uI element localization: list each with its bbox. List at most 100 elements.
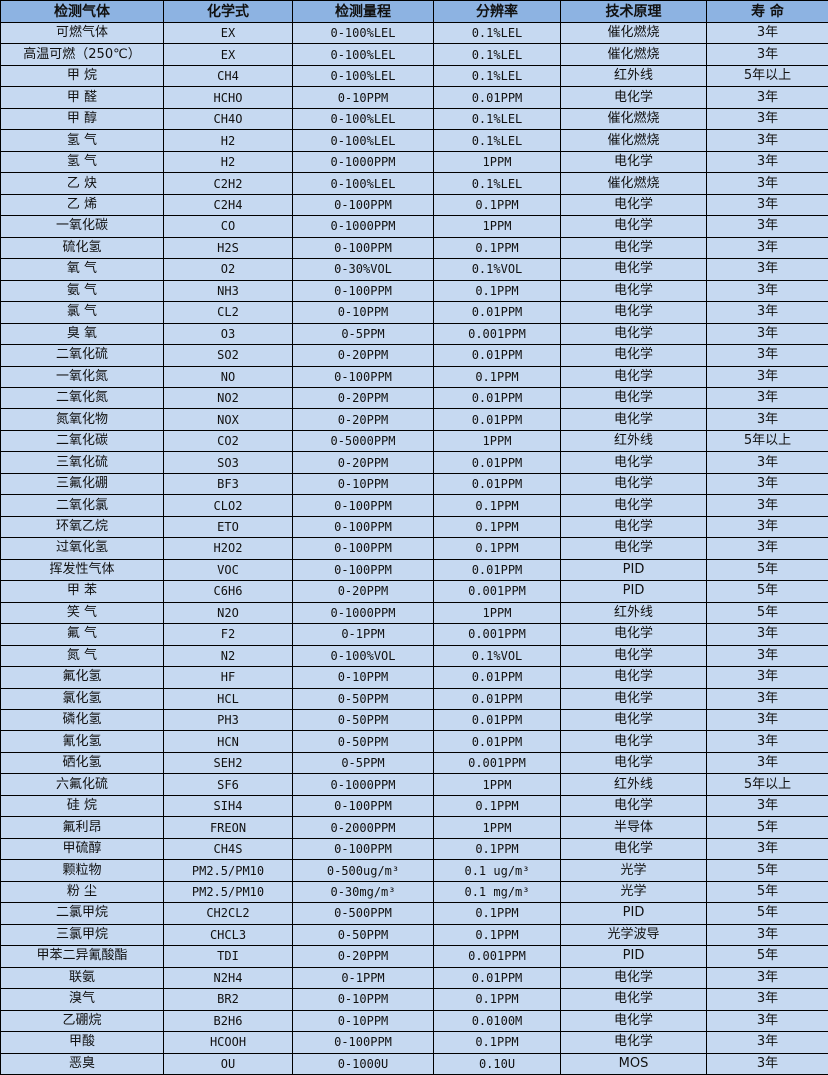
principle-cell: 电化学 — [561, 452, 707, 473]
range-cell: 0-1PPM — [293, 967, 434, 988]
gas-cell: 溴气 — [1, 989, 164, 1010]
principle-cell: 电化学 — [561, 302, 707, 323]
gas-cell: 一氧化碳 — [1, 216, 164, 237]
formula-cell: SF6 — [164, 774, 293, 795]
resolution-cell: 0.1%VOL — [434, 259, 561, 280]
resolution-cell: 0.001PPM — [434, 581, 561, 602]
lifetime-cell: 3年 — [707, 409, 828, 430]
gas-cell: 颗粒物 — [1, 860, 164, 881]
range-cell: 0-100%LEL — [293, 44, 434, 65]
lifetime-cell: 3年 — [707, 23, 828, 44]
principle-cell: 催化燃烧 — [561, 44, 707, 65]
header-formula: 化学式 — [164, 1, 293, 23]
lifetime-cell: 3年 — [707, 752, 828, 773]
range-cell: 0-100%LEL — [293, 173, 434, 194]
resolution-cell: 0.1PPM — [434, 924, 561, 945]
resolution-cell: 0.01PPM — [434, 452, 561, 473]
range-cell: 0-50PPM — [293, 731, 434, 752]
principle-cell: 光学波导 — [561, 924, 707, 945]
range-cell: 0-5000PPM — [293, 430, 434, 451]
lifetime-cell: 3年 — [707, 473, 828, 494]
range-cell: 0-5PPM — [293, 752, 434, 773]
gas-cell: 氨 气 — [1, 280, 164, 301]
resolution-cell: 0.01PPM — [434, 473, 561, 494]
range-cell: 0-20PPM — [293, 946, 434, 967]
resolution-cell: 0.1PPM — [434, 795, 561, 816]
range-cell: 0-1000PPM — [293, 151, 434, 172]
header-range: 检测量程 — [293, 1, 434, 23]
principle-cell: 电化学 — [561, 366, 707, 387]
formula-cell: SIH4 — [164, 795, 293, 816]
gas-cell: 高温可燃（250℃） — [1, 44, 164, 65]
principle-cell: 电化学 — [561, 280, 707, 301]
gas-cell: 二氯甲烷 — [1, 903, 164, 924]
resolution-cell: 0.1PPM — [434, 495, 561, 516]
resolution-cell: 0.1%LEL — [434, 65, 561, 86]
formula-cell: B2H6 — [164, 1010, 293, 1031]
gas-cell: 一氧化氮 — [1, 366, 164, 387]
principle-cell: 电化学 — [561, 710, 707, 731]
lifetime-cell: 3年 — [707, 516, 828, 537]
resolution-cell: 0.001PPM — [434, 323, 561, 344]
header-gas: 检测气体 — [1, 1, 164, 23]
lifetime-cell: 3年 — [707, 194, 828, 215]
principle-cell: 电化学 — [561, 731, 707, 752]
lifetime-cell: 5年 — [707, 602, 828, 623]
formula-cell: HCOOH — [164, 1032, 293, 1053]
formula-cell: NOX — [164, 409, 293, 430]
formula-cell: SEH2 — [164, 752, 293, 773]
formula-cell: O3 — [164, 323, 293, 344]
lifetime-cell: 3年 — [707, 967, 828, 988]
gas-cell: 乙 炔 — [1, 173, 164, 194]
principle-cell: 电化学 — [561, 323, 707, 344]
range-cell: 0-100PPM — [293, 280, 434, 301]
gas-cell: 氰化氢 — [1, 731, 164, 752]
range-cell: 0-100PPM — [293, 1032, 434, 1053]
formula-cell: C6H6 — [164, 581, 293, 602]
formula-cell: TDI — [164, 946, 293, 967]
resolution-cell: 0.1 ug/m³ — [434, 860, 561, 881]
gas-cell: 三氧化硫 — [1, 452, 164, 473]
lifetime-cell: 3年 — [707, 345, 828, 366]
principle-cell: 电化学 — [561, 645, 707, 666]
lifetime-cell: 3年 — [707, 710, 828, 731]
principle-cell: 电化学 — [561, 667, 707, 688]
lifetime-cell: 3年 — [707, 1010, 828, 1031]
resolution-cell: 0.10U — [434, 1053, 561, 1074]
resolution-cell: 1PPM — [434, 216, 561, 237]
lifetime-cell: 3年 — [707, 151, 828, 172]
lifetime-cell: 3年 — [707, 387, 828, 408]
gas-cell: 六氟化硫 — [1, 774, 164, 795]
gas-cell: 二氧化碳 — [1, 430, 164, 451]
range-cell: 0-10PPM — [293, 473, 434, 494]
range-cell: 0-10PPM — [293, 1010, 434, 1031]
formula-cell: N2 — [164, 645, 293, 666]
formula-cell: NH3 — [164, 280, 293, 301]
gas-cell: 臭 氧 — [1, 323, 164, 344]
gas-cell: 乙 烯 — [1, 194, 164, 215]
gas-cell: 二氧化氮 — [1, 387, 164, 408]
range-cell: 0-1000U — [293, 1053, 434, 1074]
gas-cell: 硫化氢 — [1, 237, 164, 258]
principle-cell: 电化学 — [561, 216, 707, 237]
range-cell: 0-50PPM — [293, 688, 434, 709]
range-cell: 0-1000PPM — [293, 216, 434, 237]
resolution-cell: 0.1%LEL — [434, 23, 561, 44]
lifetime-cell: 3年 — [707, 495, 828, 516]
gas-cell: 氮氧化物 — [1, 409, 164, 430]
formula-cell: BF3 — [164, 473, 293, 494]
resolution-cell: 0.1PPM — [434, 194, 561, 215]
lifetime-cell: 3年 — [707, 838, 828, 859]
lifetime-cell: 3年 — [707, 538, 828, 559]
